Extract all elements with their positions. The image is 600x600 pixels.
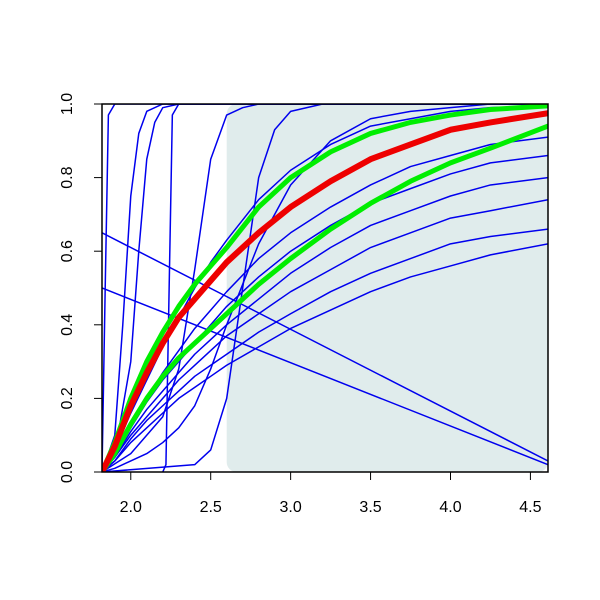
curve xyxy=(102,123,548,472)
curve xyxy=(102,198,548,472)
x-tick-label: 3.0 xyxy=(280,499,302,516)
y-tick-label: 0.4 xyxy=(59,314,76,336)
plot-frame xyxy=(101,103,549,473)
plot-area xyxy=(102,104,548,472)
x-tick-label: 3.5 xyxy=(359,499,381,516)
curve xyxy=(102,104,548,472)
y-tick-label: 0.0 xyxy=(59,461,76,483)
shaded-region xyxy=(226,104,548,472)
x-tick-label: 4.0 xyxy=(439,499,461,516)
curve xyxy=(102,105,548,472)
curve xyxy=(162,104,548,472)
curve xyxy=(102,104,548,472)
y-tick-label: 0.2 xyxy=(59,387,76,409)
curve xyxy=(102,110,548,472)
curve xyxy=(102,104,548,472)
curve xyxy=(102,243,548,472)
curve xyxy=(102,104,548,472)
y-tick-label: 0.6 xyxy=(59,240,76,262)
x-tick-label: 4.5 xyxy=(519,499,541,516)
x-tick-label: 2.0 xyxy=(120,499,142,516)
curve xyxy=(102,104,548,472)
y-tick-label: 0.8 xyxy=(59,166,76,188)
curve xyxy=(102,228,548,472)
x-tick-label: 2.5 xyxy=(200,499,222,516)
curve xyxy=(102,232,548,462)
curve xyxy=(102,104,548,472)
y-tick-label: 1.0 xyxy=(59,93,76,115)
